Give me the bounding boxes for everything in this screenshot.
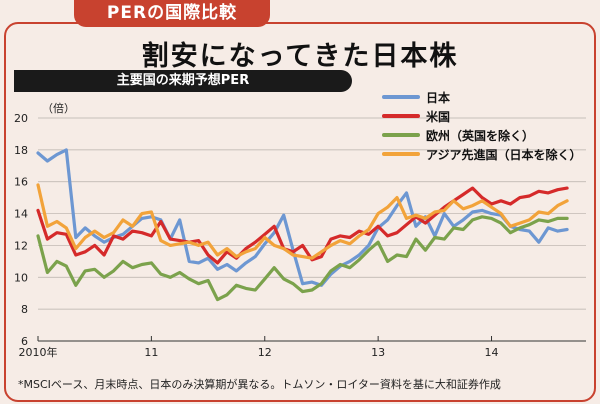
x-tick-label: 12 bbox=[258, 346, 272, 359]
y-tick-label: 10 bbox=[14, 271, 28, 284]
y-tick-label: 12 bbox=[14, 239, 28, 252]
y-tick-label: 16 bbox=[14, 176, 28, 189]
y-unit-label: （倍） bbox=[42, 101, 75, 115]
series-line-0 bbox=[36, 148, 569, 287]
chart-title: 割安になってきた日本株 bbox=[141, 41, 459, 72]
y-tick-label: 6 bbox=[21, 335, 28, 348]
chart-subtitle: 主要国の来期予想PER bbox=[14, 70, 352, 92]
header-tag: PERの国際比較 bbox=[74, 0, 270, 27]
footnote: *MSCIベース、月末時点、日本のみ決算期が異なる。トムソン・ロイター資料を基に… bbox=[18, 378, 501, 391]
legend-label-1: 米国 bbox=[426, 109, 450, 124]
y-tick-label: 18 bbox=[14, 144, 28, 157]
legend-label-3: アジア先進国（日本を除く） bbox=[426, 147, 582, 162]
y-tick-label: 8 bbox=[21, 303, 28, 316]
x-tick-label: 13 bbox=[371, 346, 385, 359]
x-tick-label: 11 bbox=[144, 346, 158, 359]
x-tick-label: 14 bbox=[485, 346, 499, 359]
y-tick-label: 20 bbox=[14, 112, 28, 125]
x-tick-label: 2010年 bbox=[19, 345, 58, 359]
y-tick-label: 14 bbox=[14, 208, 28, 221]
legend-label-2: 欧州（英国を除く） bbox=[426, 128, 534, 143]
series-line-2 bbox=[36, 215, 569, 302]
legend-label-0: 日本 bbox=[426, 90, 450, 105]
series-line-1 bbox=[36, 186, 569, 265]
series-line-3 bbox=[36, 183, 569, 260]
